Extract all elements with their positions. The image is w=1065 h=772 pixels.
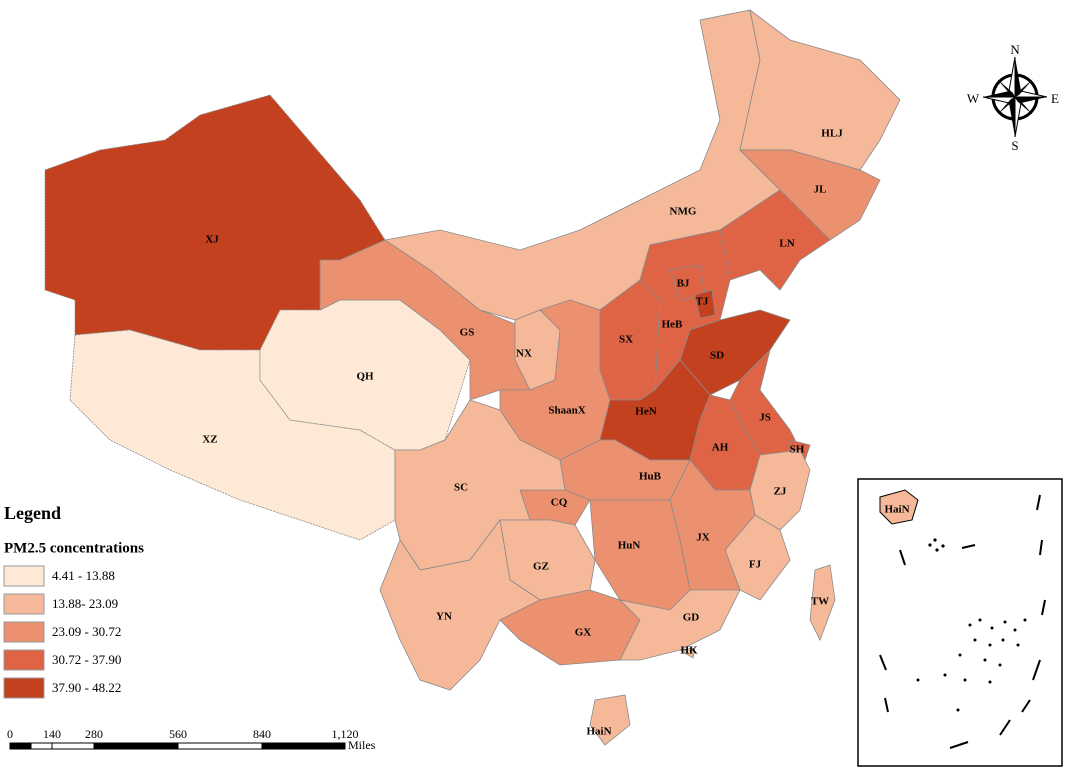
region-label: SH [790,444,805,456]
region-label: TJ [696,296,709,308]
region-label: HaiN [586,726,611,738]
legend-swatch [3,621,45,643]
region-label: GS [460,327,475,339]
scale-segment [30,742,53,750]
inset-boundary [879,494,1046,749]
region-label: XZ [202,434,217,446]
region-label: LN [779,238,794,250]
scale-segment [177,742,263,750]
region-label: ShaanX [548,405,585,417]
region-label: HLJ [821,128,843,140]
region-label: JX [696,532,710,544]
compass-point [1009,97,1015,137]
legend-label: 4.41 - 13.88 [52,568,115,583]
scale-unit: Miles [348,738,376,752]
scale-tick-label: 0 [7,727,13,741]
region-label: HK [680,645,698,657]
legend: 4.41 - 13.88 13.88- 23.09 23.09 - 30.72 30.… [3,565,121,699]
legend-title: Legend [4,503,61,523]
scale-tick-label: 140 [43,727,61,741]
scale-tick-label: 840 [253,727,271,741]
region-labels: XJ XZ QH GS NMG HLJ JL LN NX ShaanX SX HeB BJ TJ SD HeN… [202,128,843,738]
region-label: HuB [639,471,662,483]
legend-label: 13.88- 23.09 [52,596,118,611]
region [678,647,696,659]
scale-tick-label: 1,120 [332,727,359,741]
legend-label: 23.09 - 30.72 [52,624,121,639]
scale-segment [261,742,346,750]
scale-tick-label: 280 [85,727,103,741]
compass-s: S [1011,138,1018,153]
regions [44,9,901,746]
region-label: SC [454,482,468,494]
region-label: QH [356,371,374,383]
compass-point [1015,57,1021,97]
legend-swatch [3,593,45,615]
region-label: GX [575,627,592,639]
compass-point [997,79,1015,97]
compass-n: N [1010,42,1020,57]
region-label: AH [712,442,729,454]
region-label: CQ [551,497,568,509]
region-label: HeB [662,319,683,331]
region [694,289,716,319]
scale-segment [93,742,179,750]
region-label: ZJ [774,486,787,498]
scale-tick-label: 560 [169,727,187,741]
compass: N E S W [967,42,1059,153]
region-label: TW [811,596,829,608]
region [618,589,741,661]
scale-segment [9,742,32,750]
region [809,564,836,641]
region-label: HeN [635,406,656,418]
compass-point [1015,79,1033,97]
region-label: BJ [677,278,690,290]
region-label: FJ [749,559,762,571]
compass-w: W [967,91,980,106]
region-label: SX [619,334,633,346]
scale-segment [51,742,95,750]
inset-island [879,489,919,525]
legend-swatch [3,649,45,671]
region-label: HuN [618,540,641,552]
compass-point [997,97,1015,115]
inset-label: HaiN [884,504,909,516]
compass-point [1015,97,1047,103]
region-label: GD [683,612,700,624]
region [589,694,631,746]
inset-islands [916,538,1027,712]
region-label: SD [710,350,724,362]
region-label: NX [516,348,532,360]
region-label: NMG [670,206,697,218]
legend-subtitle: PM2.5 concentrations [4,540,144,556]
compass-point [983,91,1015,97]
region-label: YN [436,611,452,623]
legend-swatch [3,677,45,699]
region-label: XJ [205,234,219,246]
region [739,9,901,171]
region [679,309,791,396]
region-label: JS [759,412,771,424]
legend-label: 37.90 - 48.22 [52,680,121,695]
inset-frame [857,478,1063,767]
legend-swatch [3,565,45,587]
compass-point [1015,97,1033,115]
legend-label: 30.72 - 37.90 [52,652,121,667]
region-label: JL [814,184,827,196]
inset: HaiN [857,478,1063,767]
compass-e: E [1051,91,1059,106]
region-label: GZ [533,561,549,573]
